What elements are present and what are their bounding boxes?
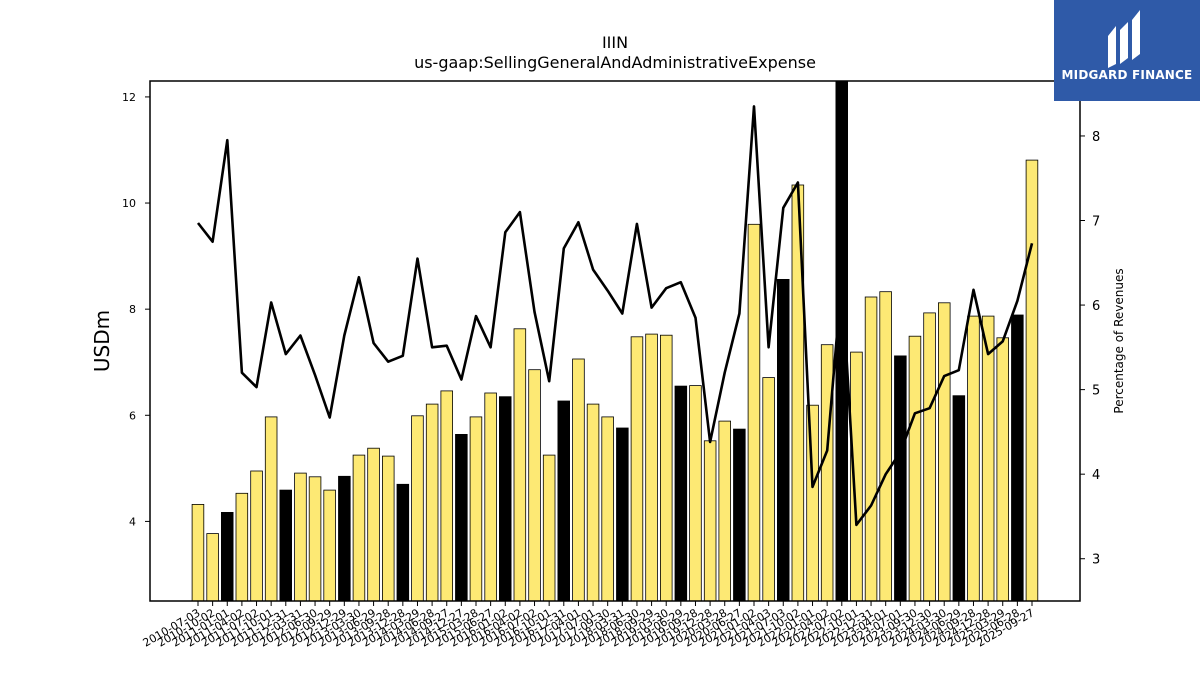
bar-2020-03-28	[718, 420, 732, 602]
bar-2016-01-02	[498, 396, 512, 602]
bar-2014-06-28	[425, 403, 439, 602]
y-tick-label: 6	[129, 409, 136, 422]
percentage-line	[196, 105, 1034, 527]
bar-series	[191, 80, 1039, 602]
chart-subtitle: us-gaap:SellingGeneralAndAdministrativeE…	[414, 53, 816, 72]
bar-2020-06-27	[733, 428, 746, 602]
bar-2025-09-27	[1025, 159, 1039, 602]
y-axis-left: 4 6 8 10 12	[122, 91, 150, 528]
bar-2012-06-30	[308, 476, 322, 602]
bar-2021-04-03	[762, 377, 775, 602]
bar-2011-12-31	[279, 489, 292, 602]
y-tick-label: 8	[129, 303, 136, 316]
bar-2015-03-28	[469, 416, 483, 602]
y-axis-right: 3 4 5 6 7 8	[1080, 130, 1100, 568]
bar-2023-09-30	[908, 335, 922, 602]
bar-2011-10-01	[264, 416, 278, 602]
bar-2016-07-02	[528, 369, 541, 602]
bar-2024-09-28	[967, 315, 980, 602]
plot-area-frame	[149, 80, 1081, 602]
bar-2016-10-01	[542, 454, 556, 602]
bar-2015-06-27	[484, 392, 497, 602]
bar-2013-09-28	[381, 455, 395, 602]
bar-2019-06-29	[674, 385, 688, 602]
bar-2011-04-02	[235, 492, 249, 602]
bar-2021-01-02	[747, 223, 761, 602]
bar-2018-09-29	[645, 333, 658, 602]
bar-2023-12-30	[923, 312, 936, 602]
bar-2024-06-29	[952, 395, 966, 602]
bar-2021-07-03	[777, 278, 790, 602]
bar-2012-03-31	[294, 472, 307, 602]
bar-2022-12-31	[864, 296, 878, 602]
bar-2024-12-28	[981, 315, 995, 602]
bar-2022-04-02	[820, 344, 834, 602]
bar-2025-03-29	[996, 337, 1010, 602]
bar-2024-03-30	[938, 302, 951, 602]
y-axis-label: USDm	[90, 310, 114, 372]
y2-tick-label: 4	[1092, 468, 1100, 483]
bar-2013-06-29	[367, 447, 380, 602]
bar-2019-03-30	[660, 334, 673, 602]
bar-2011-07-02	[250, 470, 263, 602]
bar-2014-03-29	[411, 415, 424, 602]
bar-2012-09-29	[323, 489, 336, 602]
percentage-line-series	[196, 105, 1034, 527]
bar-2012-12-29	[338, 475, 351, 602]
bar-2025-06-28	[1011, 314, 1024, 602]
bar-2019-12-28	[703, 440, 717, 602]
bar-2014-12-27	[455, 433, 468, 602]
y-tick-label: 4	[129, 515, 136, 528]
bar-2016-12-31	[557, 400, 571, 602]
y2-tick-label: 5	[1092, 384, 1100, 399]
bar-2023-07-01	[894, 355, 907, 602]
y2-tick-label: 8	[1092, 130, 1100, 145]
y2-tick-label: 7	[1092, 215, 1100, 230]
bar-2022-01-01	[806, 404, 819, 602]
bar-2010-07-03	[191, 503, 205, 602]
bar-2017-07-01	[586, 403, 600, 602]
x-axis: 2010-07-032010-10-022011-01-012011-04-02…	[141, 601, 1037, 650]
midgard-logo-icon	[1108, 10, 1140, 68]
bar-2018-06-30	[630, 336, 644, 602]
bar-2017-09-30	[601, 416, 614, 602]
chart-title: IIIN	[602, 33, 628, 52]
y-tick-label: 12	[122, 91, 136, 104]
brand-name: MIDGARD FINANCE	[1061, 68, 1193, 82]
y2-tick-label: 6	[1092, 299, 1100, 314]
bar-2013-12-28	[396, 483, 410, 602]
brand-logo: MIDGARD FINANCE	[1054, 0, 1200, 101]
bar-2018-03-31	[616, 427, 629, 602]
bar-2017-04-01	[572, 358, 585, 602]
bar-2019-09-28	[689, 385, 702, 602]
bar-2016-04-02	[513, 328, 527, 602]
bar-2014-09-27	[440, 390, 453, 602]
bar-2010-10-02	[206, 533, 219, 602]
bar-2023-04-01	[879, 291, 892, 602]
y-tick-label: 10	[122, 197, 136, 210]
bar-2013-03-30	[352, 454, 366, 602]
bar-2011-01-01	[220, 512, 234, 602]
y2-axis-label: Percentage of Revenues	[1112, 268, 1126, 413]
y2-tick-label: 3	[1092, 553, 1100, 568]
